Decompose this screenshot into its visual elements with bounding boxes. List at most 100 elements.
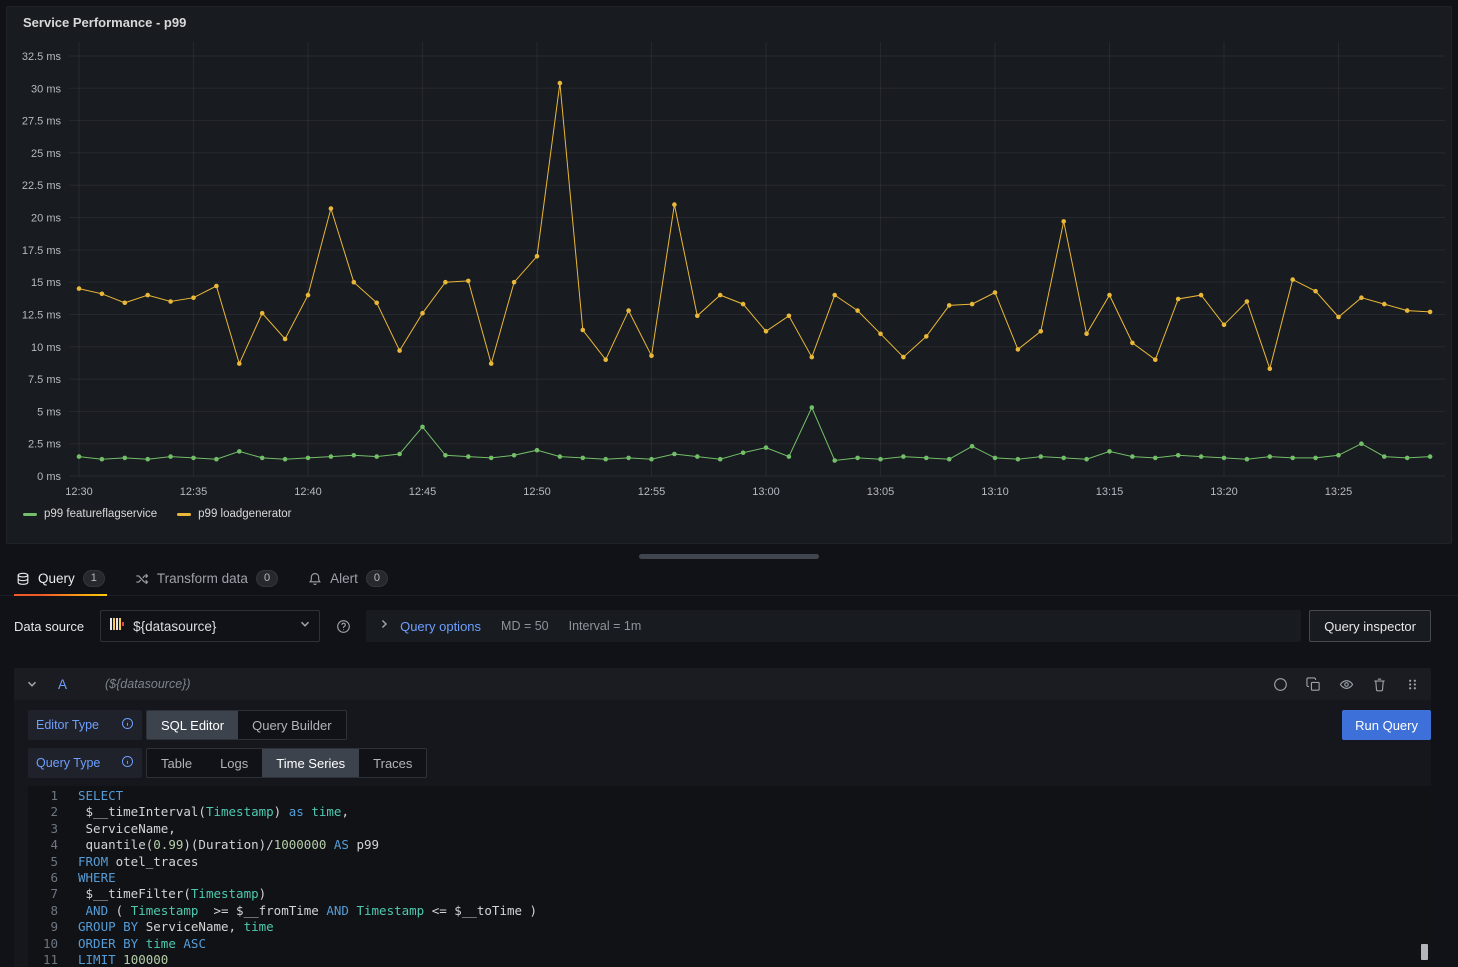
line-number: 9 — [28, 919, 58, 935]
svg-text:12:35: 12:35 — [180, 486, 208, 498]
svg-text:10 ms: 10 ms — [31, 342, 61, 354]
duplicate-query-icon[interactable] — [1304, 675, 1322, 693]
remove-query-trash-icon[interactable] — [1370, 675, 1388, 693]
editor-type-option-query-builder[interactable]: Query Builder — [238, 711, 345, 739]
query-type-option-logs[interactable]: Logs — [206, 749, 262, 777]
datasource-label: Data source — [14, 619, 84, 634]
code-line[interactable]: 5FROM otel_traces — [28, 854, 1431, 870]
tab-count-badge: 1 — [83, 570, 105, 587]
query-toolbar: Data source ${datasource} — [0, 610, 1458, 642]
tab-transform-data[interactable]: Transform data 0 — [133, 562, 280, 595]
query-options-label: Query options — [400, 619, 481, 634]
query-inspector-button[interactable]: Query inspector — [1309, 610, 1431, 642]
query-type-option-time-series[interactable]: Time Series — [262, 749, 359, 777]
svg-text:13:20: 13:20 — [1210, 486, 1238, 498]
line-number: 5 — [28, 854, 58, 870]
svg-text:12.5 ms: 12.5 ms — [22, 309, 62, 321]
chevron-down-icon — [299, 617, 311, 635]
query-type-group: Table Logs Time Series Traces — [146, 748, 427, 778]
svg-text:13:15: 13:15 — [1096, 486, 1124, 498]
svg-text:5 ms: 5 ms — [37, 406, 61, 418]
editor-scrollbar[interactable] — [1421, 944, 1428, 960]
query-help-circle-icon[interactable] — [1271, 675, 1289, 693]
tab-bar: Query 1 Transform data 0 — [0, 562, 1458, 596]
horizontal-scrollbar[interactable] — [639, 554, 819, 559]
svg-text:17.5 ms: 17.5 ms — [22, 245, 62, 257]
line-number: 2 — [28, 804, 58, 820]
code-line[interactable]: 6WHERE — [28, 870, 1431, 886]
code-line[interactable]: 4 quantile(0.99)(Duration)/1000000 AS p9… — [28, 837, 1431, 853]
editor-type-label-text: Editor Type — [36, 718, 99, 732]
editor-type-option-sql-editor[interactable]: SQL Editor — [147, 711, 238, 739]
svg-text:13:05: 13:05 — [867, 486, 895, 498]
query-options-toggle[interactable]: Query options MD = 50 Interval = 1m — [366, 610, 1301, 642]
drag-query-handle-icon[interactable] — [1403, 675, 1421, 693]
code-lines: 1SELECT2 $__timeInterval(Timestamp) as t… — [28, 788, 1431, 967]
datasource-picker[interactable]: ${datasource} — [100, 610, 320, 642]
query-options-interval: Interval = 1m — [569, 619, 642, 633]
line-number: 10 — [28, 936, 58, 952]
svg-text:13:00: 13:00 — [752, 486, 780, 498]
query-row-a: A (${datasource}) — [14, 668, 1431, 967]
grafana-panel-editor: Service Performance - p99 0 ms2.5 ms5 ms… — [0, 0, 1458, 967]
info-circle-icon — [121, 755, 134, 771]
datasource-value: ${datasource} — [133, 619, 291, 634]
legend-swatch-green — [23, 513, 37, 516]
editor-type-group: SQL Editor Query Builder — [146, 710, 347, 740]
svg-text:30 ms: 30 ms — [31, 83, 61, 95]
svg-text:20 ms: 20 ms — [31, 213, 61, 225]
timeseries-chart[interactable]: 0 ms2.5 ms5 ms7.5 ms10 ms12.5 ms15 ms17.… — [7, 32, 1451, 506]
svg-text:22.5 ms: 22.5 ms — [22, 180, 62, 192]
transform-icon — [135, 572, 149, 586]
legend-item-loadgenerator[interactable]: p99 loadgenerator — [177, 508, 291, 520]
legend-label: p99 featureflagservice — [44, 508, 157, 520]
scroll-track — [0, 550, 1458, 562]
svg-text:12:50: 12:50 — [523, 486, 551, 498]
query-type-label: Query Type — [28, 748, 142, 778]
query-type-option-traces[interactable]: Traces — [359, 749, 426, 777]
tab-alert[interactable]: Alert 0 — [306, 562, 390, 595]
query-type-label-text: Query Type — [36, 756, 100, 770]
database-icon — [16, 572, 30, 586]
query-datasource-hint: (${datasource}) — [105, 677, 1261, 691]
tab-count-badge: 0 — [366, 570, 388, 587]
code-line[interactable]: 2 $__timeInterval(Timestamp) as time, — [28, 804, 1431, 820]
legend-item-featureflagservice[interactable]: p99 featureflagservice — [23, 508, 157, 520]
svg-text:2.5 ms: 2.5 ms — [28, 439, 62, 451]
code-line[interactable]: 8 AND ( Timestamp >= $__fromTime AND Tim… — [28, 903, 1431, 919]
query-options-md: MD = 50 — [501, 619, 549, 633]
info-circle-icon — [121, 717, 134, 733]
bell-icon — [308, 572, 322, 586]
legend-label: p99 loadgenerator — [198, 508, 291, 520]
svg-text:12:55: 12:55 — [638, 486, 666, 498]
line-number: 6 — [28, 870, 58, 886]
svg-text:25 ms: 25 ms — [31, 148, 61, 160]
query-row-header[interactable]: A (${datasource}) — [14, 668, 1431, 700]
tab-label: Query — [38, 571, 75, 586]
collapse-query-chevron-icon[interactable] — [24, 676, 40, 692]
editor-type-row: Editor Type SQL Editor Query Builder Run… — [28, 710, 1431, 740]
query-ref-id: A — [58, 677, 67, 692]
code-line[interactable]: 11LIMIT 100000 — [28, 952, 1431, 967]
svg-text:15 ms: 15 ms — [31, 277, 61, 289]
timeseries-panel: Service Performance - p99 0 ms2.5 ms5 ms… — [6, 6, 1452, 544]
code-line[interactable]: 3 ServiceName, — [28, 821, 1431, 837]
line-number: 4 — [28, 837, 58, 853]
chart-legend: p99 featureflagservice p99 loadgenerator — [7, 506, 1451, 522]
run-query-button[interactable]: Run Query — [1342, 710, 1431, 740]
code-line[interactable]: 7 $__timeFilter(Timestamp) — [28, 886, 1431, 902]
code-line[interactable]: 9GROUP BY ServiceName, time — [28, 919, 1431, 935]
sql-code-editor[interactable]: 1SELECT2 $__timeInterval(Timestamp) as t… — [28, 786, 1431, 967]
query-type-option-table[interactable]: Table — [147, 749, 206, 777]
query-actions — [1271, 675, 1421, 693]
svg-text:27.5 ms: 27.5 ms — [22, 116, 62, 128]
svg-text:32.5 ms: 32.5 ms — [22, 51, 62, 63]
line-number: 7 — [28, 886, 58, 902]
code-line[interactable]: 10ORDER BY time ASC — [28, 936, 1431, 952]
line-number: 11 — [28, 952, 58, 967]
tab-query[interactable]: Query 1 — [14, 562, 107, 595]
datasource-help-button[interactable] — [328, 610, 358, 642]
editor-type-label: Editor Type — [28, 710, 142, 740]
toggle-query-visibility-eye-icon[interactable] — [1337, 675, 1355, 693]
code-line[interactable]: 1SELECT — [28, 788, 1431, 804]
